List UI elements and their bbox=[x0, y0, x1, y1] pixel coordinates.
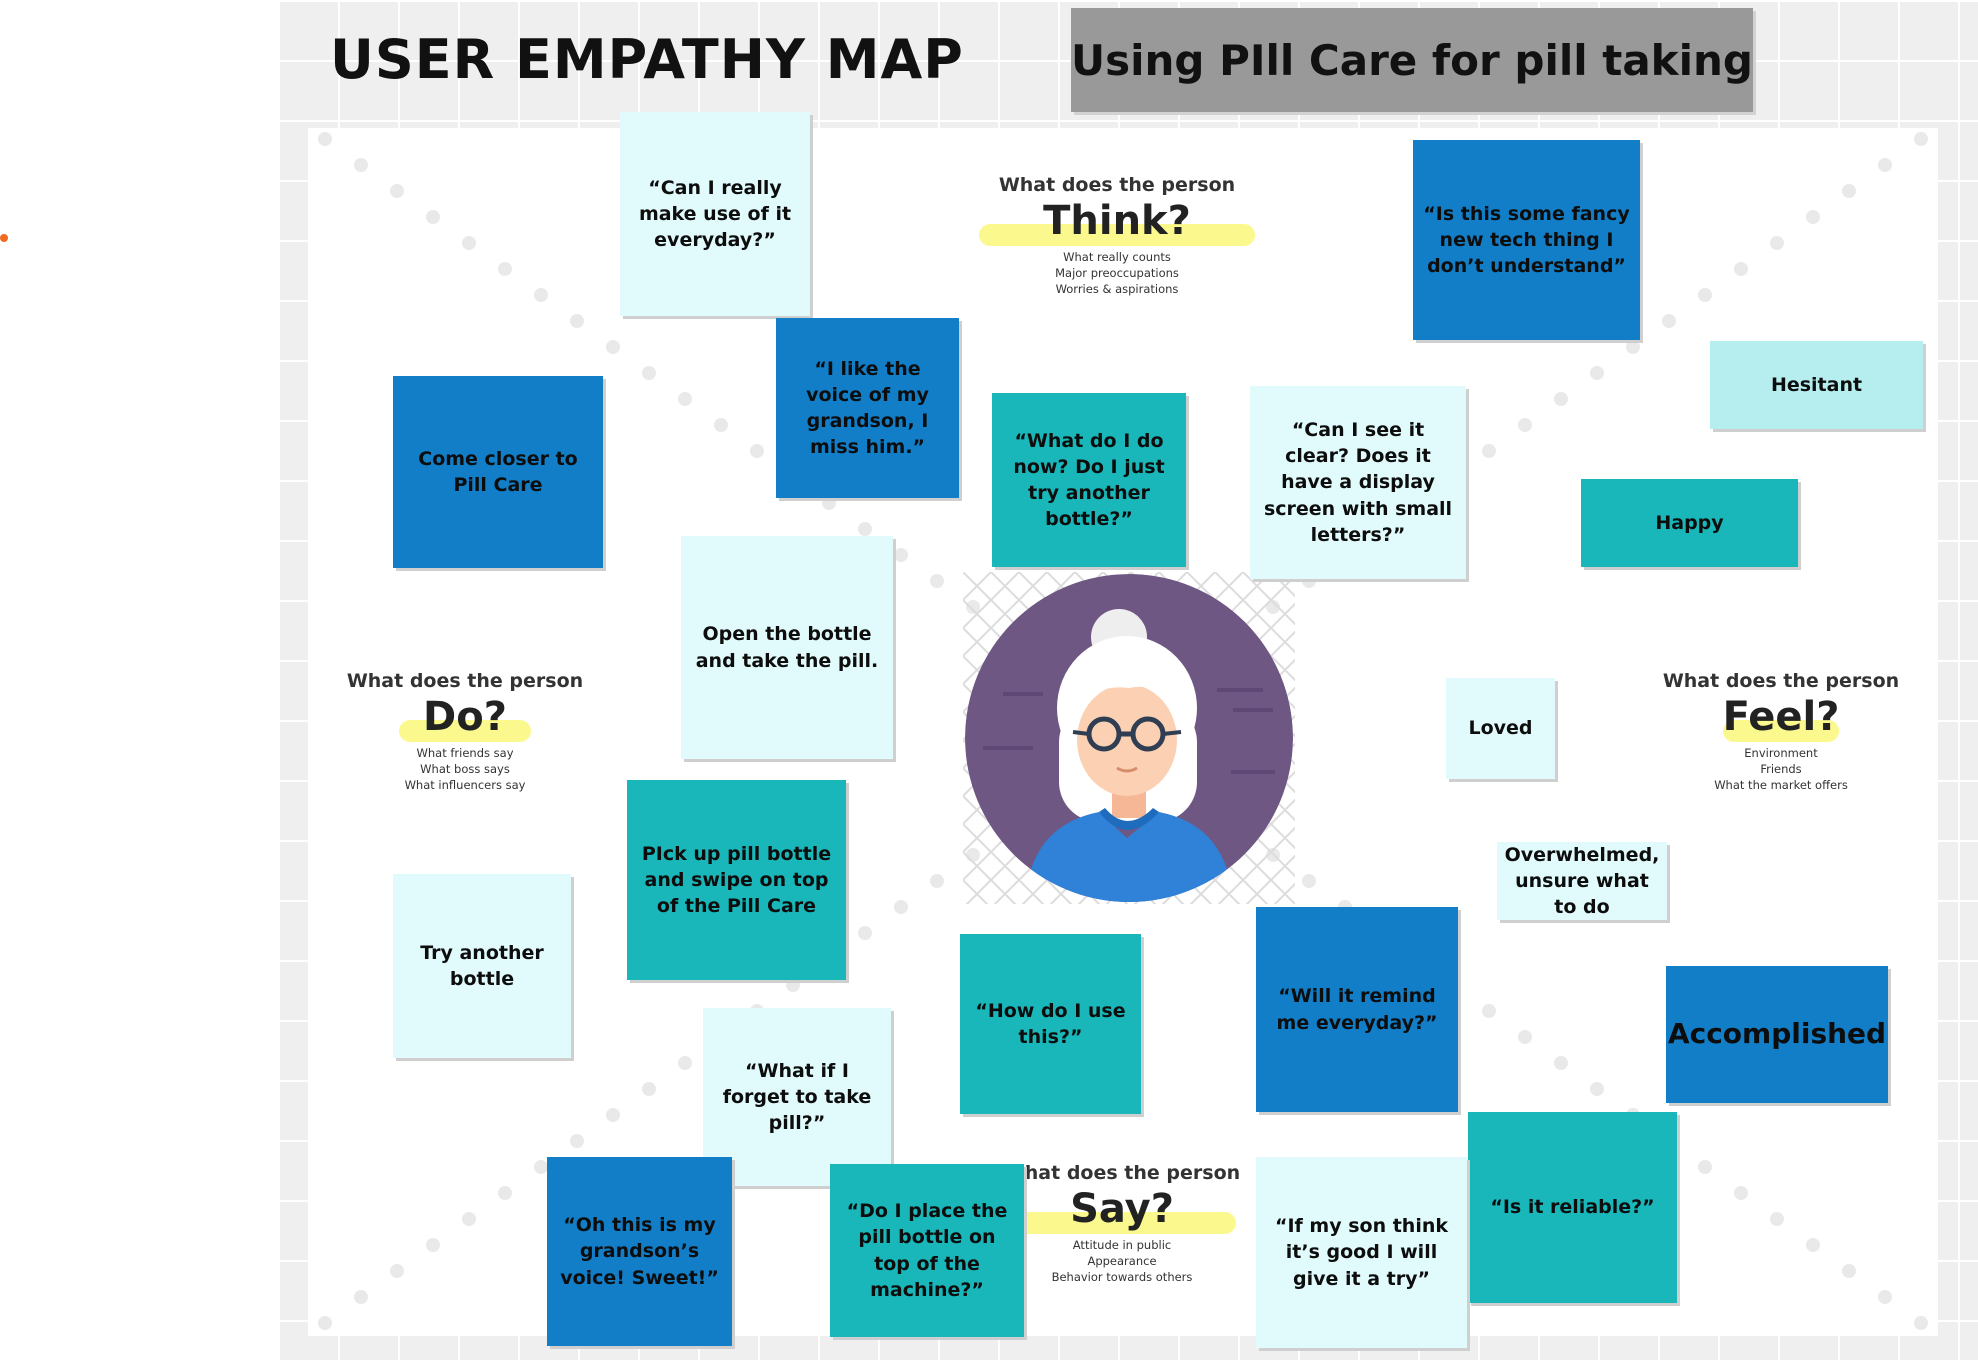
quadrant-feel-hint: What the market offers bbox=[1714, 777, 1848, 792]
note-can-i-use-everyday[interactable]: “Can I really make use of it everyday?” bbox=[620, 112, 810, 316]
quadrant-feel-word: Feel? bbox=[1722, 694, 1840, 740]
page-title: USER EMPATHY MAP bbox=[330, 28, 964, 91]
quadrant-think-word: Think? bbox=[1043, 198, 1191, 244]
note-open-bottle[interactable]: Open the bottle and take the pill. bbox=[681, 536, 893, 759]
quadrant-feel-hint: Friends bbox=[1760, 761, 1802, 776]
note-overwhelmed[interactable]: Overwhelmed, unsure what to do bbox=[1497, 842, 1667, 920]
quadrant-say-hint: Attitude in public bbox=[1072, 1238, 1172, 1252]
quadrant-think-label: What does the person bbox=[998, 174, 1236, 196]
note-is-reliable[interactable]: “Is it reliable?” bbox=[1468, 1112, 1677, 1303]
note-how-do-i-use[interactable]: “How do I use this?” bbox=[960, 934, 1141, 1114]
note-like-voice[interactable]: “I like the voice of my grandson, I miss… bbox=[776, 318, 959, 498]
quadrant-feel-hint: Environment bbox=[1744, 746, 1818, 760]
note-fancy-tech[interactable]: “Is this some fancy new tech thing I don… bbox=[1413, 140, 1640, 340]
quadrant-do-hint: What boss says bbox=[420, 761, 510, 776]
quadrant-feel-label: What does the person bbox=[1662, 670, 1900, 692]
note-see-it-clear[interactable]: “Can I see it clear? Does it have a disp… bbox=[1250, 386, 1466, 579]
note-what-do-i-do-now[interactable]: “What do I do now? Do I just try another… bbox=[992, 393, 1186, 567]
quadrant-think-hint: What really counts bbox=[1063, 250, 1171, 264]
quadrant-do-hint: What influencers say bbox=[404, 777, 526, 792]
quadrant-think-hint: Worries & aspirations bbox=[1055, 281, 1179, 296]
note-accomplished[interactable]: Accomplished bbox=[1666, 966, 1888, 1103]
quadrant-think: What does the person Think? What really … bbox=[977, 174, 1257, 298]
quadrant-feel: What does the person Feel? Environment F… bbox=[1641, 670, 1921, 794]
quadrant-do-label: What does the person bbox=[346, 670, 584, 692]
quadrant-say-hint: Behavior towards others bbox=[1051, 1269, 1193, 1284]
quadrant-say-label: What does the person bbox=[1003, 1162, 1241, 1184]
note-loved[interactable]: Loved bbox=[1446, 678, 1555, 779]
note-grandsons-voice[interactable]: “Oh this is my grandson’s voice! Sweet!” bbox=[547, 1157, 732, 1346]
elderly-woman-avatar-icon bbox=[963, 572, 1295, 904]
quadrant-do-word: Do? bbox=[423, 694, 507, 740]
note-hesitant[interactable]: Hesitant bbox=[1710, 341, 1923, 429]
note-happy[interactable]: Happy bbox=[1581, 479, 1798, 567]
note-forget-pill[interactable]: “What if I forget to take pill?” bbox=[703, 1008, 891, 1186]
quadrant-think-hint: Major preoccupations bbox=[1055, 265, 1179, 280]
quadrant-say-word: Say? bbox=[1070, 1186, 1174, 1232]
quadrant-say-hint: Appearance bbox=[1087, 1253, 1157, 1268]
note-try-another[interactable]: Try another bottle bbox=[393, 874, 571, 1058]
note-place-bottle[interactable]: “Do I place the pill bottle on top of th… bbox=[830, 1164, 1024, 1337]
note-pick-up-bottle[interactable]: PIck up pill bottle and swipe on top of … bbox=[627, 780, 846, 980]
quadrant-do-hint: What friends say bbox=[416, 746, 514, 760]
note-remind-me[interactable]: “Will it remind me everyday?” bbox=[1256, 907, 1458, 1112]
note-son-think-good[interactable]: “If my son think it’s good I will give i… bbox=[1256, 1157, 1467, 1348]
scenario-title-box[interactable]: Using PIll Care for pill taking bbox=[1071, 8, 1753, 112]
quadrant-say: What does the person Say? Attitude in pu… bbox=[982, 1162, 1262, 1286]
note-come-closer[interactable]: Come closer to Pill Care bbox=[393, 376, 603, 568]
quadrant-do: What does the person Do? What friends sa… bbox=[325, 670, 605, 794]
cursor-marker bbox=[0, 234, 8, 242]
